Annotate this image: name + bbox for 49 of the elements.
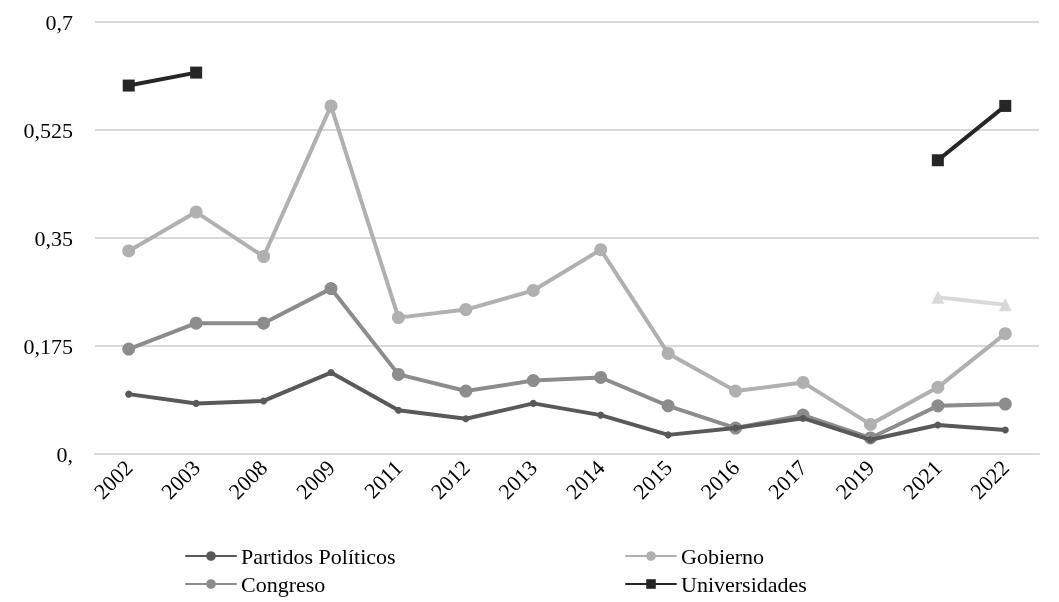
point: [664, 431, 672, 439]
y-tick-label: 0,35: [34, 225, 73, 251]
y-tick-label: 0,: [56, 441, 73, 467]
legend-label: Partidos Políticos: [241, 543, 396, 569]
point: [391, 311, 405, 325]
point: [125, 390, 133, 398]
point: [931, 380, 945, 394]
point: [526, 283, 540, 297]
point: [459, 384, 473, 398]
point: [394, 406, 402, 414]
point: [324, 99, 338, 113]
legend-label: Congreso: [241, 571, 326, 597]
point: [661, 346, 675, 360]
point: [324, 282, 338, 296]
point: [189, 205, 203, 219]
y-tick-label: 0,175: [23, 333, 73, 359]
point: [260, 397, 268, 405]
point: [192, 399, 200, 407]
point: [257, 316, 271, 330]
point: [998, 327, 1012, 341]
point: [189, 316, 203, 330]
point: [796, 375, 810, 389]
point: [122, 244, 136, 258]
point: [459, 303, 473, 317]
point: [931, 154, 944, 167]
point: [594, 370, 608, 384]
point: [529, 399, 537, 407]
point: [999, 99, 1012, 112]
point: [327, 369, 335, 377]
point: [190, 66, 203, 79]
point: [462, 415, 470, 423]
point: [526, 374, 540, 388]
point: [863, 417, 877, 431]
point: [257, 250, 271, 264]
legend-label: Universidades: [681, 571, 807, 597]
point: [122, 79, 135, 92]
point: [1001, 426, 1009, 434]
point: [729, 384, 743, 398]
point: [122, 342, 136, 356]
legend-label: Gobierno: [681, 543, 765, 569]
point: [931, 399, 945, 413]
point: [998, 397, 1012, 411]
point: [391, 367, 405, 381]
x-tick-label: 2011: [359, 455, 408, 504]
point: [597, 411, 605, 419]
y-tick-label: 0,7: [45, 9, 73, 35]
point: [594, 243, 608, 257]
point: [661, 399, 675, 413]
y-tick-label: 0,525: [23, 117, 73, 143]
